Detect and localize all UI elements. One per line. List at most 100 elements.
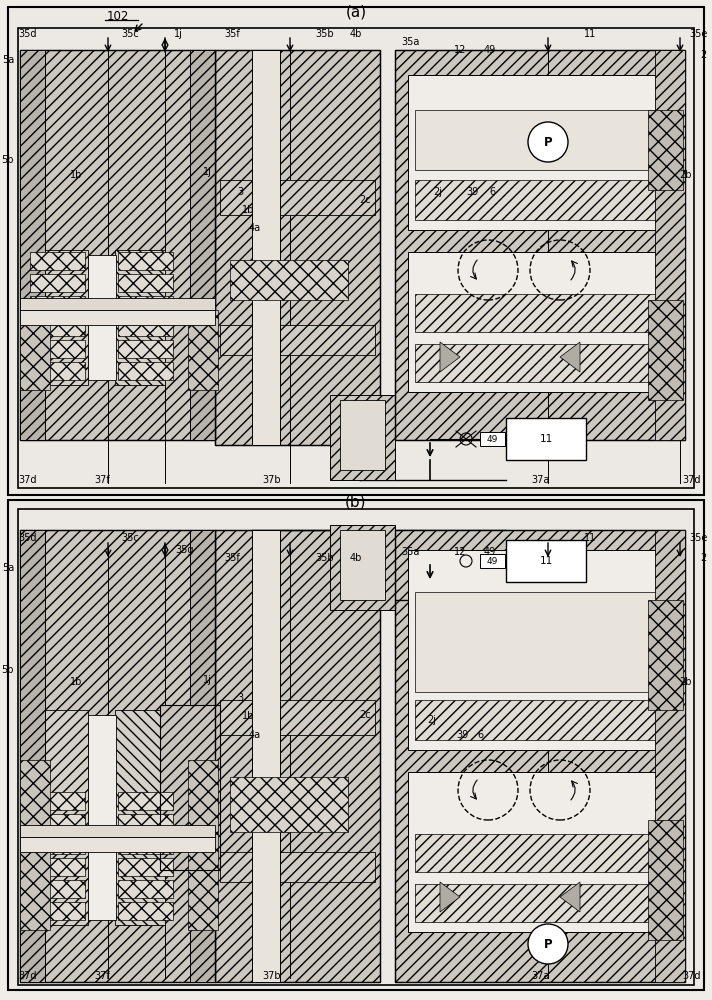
- Text: P: P: [544, 938, 553, 950]
- Bar: [215, 530, 380, 982]
- Bar: [415, 592, 655, 692]
- Text: (b): (b): [345, 494, 367, 510]
- Bar: [118, 858, 173, 876]
- Bar: [118, 836, 173, 854]
- Text: 4a: 4a: [249, 730, 261, 740]
- Bar: [655, 530, 685, 982]
- Text: 2b: 2b: [680, 170, 692, 180]
- Bar: [30, 902, 85, 920]
- Bar: [395, 530, 685, 982]
- Bar: [415, 294, 655, 332]
- Bar: [38, 710, 88, 925]
- Bar: [215, 530, 380, 982]
- Text: 1b: 1b: [242, 205, 254, 215]
- Text: 2: 2: [700, 553, 706, 563]
- Bar: [30, 340, 85, 358]
- Bar: [30, 296, 85, 314]
- Bar: [215, 50, 380, 445]
- Bar: [648, 600, 683, 710]
- Bar: [188, 760, 218, 930]
- Text: 37d: 37d: [19, 971, 37, 981]
- Bar: [38, 250, 88, 385]
- Bar: [330, 395, 395, 480]
- Text: 3: 3: [237, 187, 243, 197]
- Bar: [115, 710, 165, 925]
- Text: (a): (a): [345, 4, 367, 19]
- Bar: [408, 75, 666, 230]
- Bar: [88, 715, 116, 920]
- Bar: [160, 705, 220, 870]
- Bar: [20, 837, 215, 852]
- Text: 37d: 37d: [683, 475, 701, 485]
- Text: 12: 12: [454, 45, 466, 55]
- Bar: [188, 310, 218, 390]
- Polygon shape: [560, 882, 580, 912]
- Text: 35b: 35b: [315, 29, 335, 39]
- Bar: [88, 255, 116, 380]
- Bar: [30, 274, 85, 292]
- Bar: [648, 300, 683, 400]
- Text: 11: 11: [540, 556, 553, 566]
- Bar: [220, 180, 375, 215]
- Bar: [118, 274, 173, 292]
- Bar: [118, 792, 173, 810]
- Text: 35g: 35g: [176, 545, 194, 555]
- Bar: [415, 884, 655, 922]
- Bar: [20, 310, 50, 390]
- Bar: [408, 772, 666, 932]
- Text: 35c: 35c: [121, 533, 139, 543]
- Bar: [415, 180, 655, 220]
- Circle shape: [528, 122, 568, 162]
- Text: P: P: [544, 135, 553, 148]
- Text: 4a: 4a: [249, 223, 261, 233]
- Text: 1b: 1b: [242, 711, 254, 721]
- Text: 35d: 35d: [19, 533, 37, 543]
- Bar: [190, 50, 215, 440]
- Text: 4b: 4b: [350, 29, 362, 39]
- Text: 35c: 35c: [121, 29, 139, 39]
- Bar: [20, 530, 45, 982]
- Text: 49: 49: [486, 556, 498, 566]
- Bar: [230, 260, 348, 300]
- Bar: [30, 814, 85, 832]
- Bar: [415, 344, 655, 382]
- Bar: [655, 50, 685, 440]
- Text: 49: 49: [484, 45, 496, 55]
- Text: 2j: 2j: [434, 187, 442, 197]
- Bar: [20, 298, 215, 310]
- Text: 35f: 35f: [224, 553, 240, 563]
- Bar: [118, 340, 173, 358]
- Bar: [506, 540, 586, 582]
- Text: 12: 12: [454, 547, 466, 557]
- Bar: [20, 310, 215, 325]
- Bar: [20, 50, 45, 440]
- Text: 1b: 1b: [70, 170, 82, 180]
- Text: 2c: 2c: [359, 710, 371, 720]
- Bar: [252, 530, 280, 982]
- Text: 35a: 35a: [401, 37, 419, 47]
- Bar: [30, 318, 85, 336]
- Text: 39: 39: [466, 187, 478, 197]
- Text: 1b: 1b: [70, 677, 82, 687]
- Bar: [220, 852, 375, 882]
- Text: 39: 39: [456, 730, 468, 740]
- Bar: [415, 834, 655, 872]
- Text: 2j: 2j: [427, 715, 436, 725]
- Circle shape: [528, 924, 568, 964]
- Bar: [30, 836, 85, 854]
- Text: 11: 11: [540, 434, 553, 444]
- Bar: [330, 525, 395, 610]
- Text: 35a: 35a: [401, 547, 419, 557]
- Text: 2c: 2c: [359, 195, 371, 205]
- Text: 37f: 37f: [94, 475, 110, 485]
- Bar: [30, 252, 85, 270]
- Bar: [340, 400, 385, 470]
- Bar: [648, 820, 683, 940]
- Text: 2b: 2b: [680, 677, 692, 687]
- Bar: [115, 250, 165, 385]
- Text: 6: 6: [489, 187, 495, 197]
- Bar: [118, 252, 173, 270]
- Bar: [160, 705, 220, 870]
- Bar: [408, 252, 666, 392]
- Bar: [18, 28, 694, 488]
